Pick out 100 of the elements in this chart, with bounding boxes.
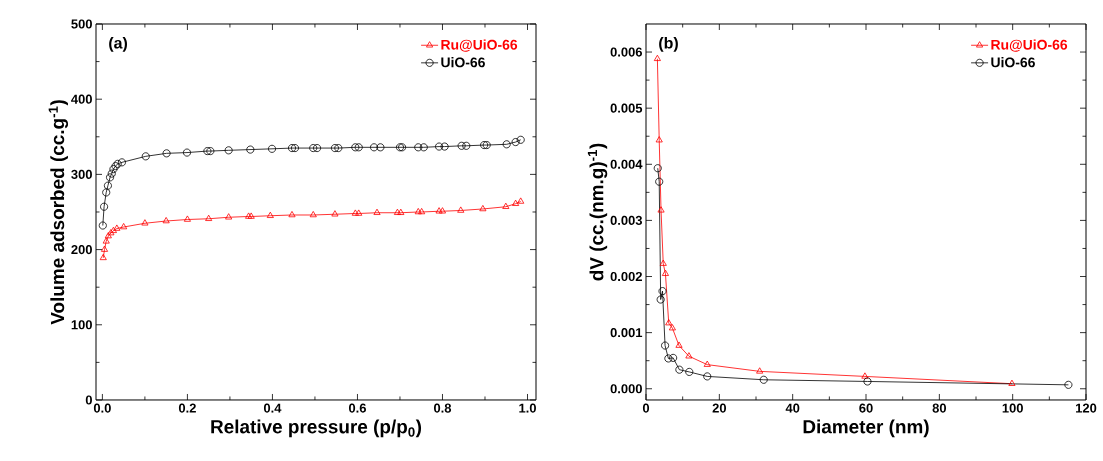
point xyxy=(653,164,662,173)
point xyxy=(334,144,343,153)
point xyxy=(419,143,428,152)
y-tick-label: 500 xyxy=(71,19,92,29)
point xyxy=(109,226,117,233)
point xyxy=(376,143,385,152)
point xyxy=(502,202,510,209)
y-axis-title: Volume adsorbed (cc.g$^{-1}$) xyxy=(48,100,69,325)
point xyxy=(100,202,109,211)
x-tick-label: 0.4 xyxy=(263,403,282,413)
y-tick-label: 0 xyxy=(85,395,92,405)
y-tick-label: 0.005 xyxy=(610,103,643,113)
point xyxy=(502,140,511,149)
point xyxy=(703,372,712,381)
point xyxy=(98,221,107,230)
point xyxy=(268,144,277,153)
point xyxy=(102,188,111,197)
y-tick-label: 0.006 xyxy=(610,47,643,57)
point xyxy=(665,319,673,326)
point xyxy=(141,152,150,161)
point xyxy=(516,135,525,144)
y-axis-title: dV (cc.(nm.g)$^{-1}$) xyxy=(587,143,608,281)
y-tick-label: 300 xyxy=(71,169,92,179)
point xyxy=(309,144,318,153)
point xyxy=(373,208,381,215)
annotation: (a) xyxy=(109,36,128,52)
point xyxy=(104,232,112,239)
point xyxy=(517,197,525,204)
point xyxy=(107,229,115,236)
point xyxy=(313,144,322,153)
x-tick-label: 80 xyxy=(932,403,947,413)
point xyxy=(414,207,422,215)
y-tick-label: 0.004 xyxy=(610,159,643,169)
point xyxy=(330,144,339,153)
x-tick-label: 0.0 xyxy=(93,403,111,413)
point xyxy=(664,354,673,363)
point xyxy=(224,146,233,155)
point xyxy=(759,375,768,384)
point xyxy=(102,237,110,244)
x-tick-label: 120 xyxy=(1076,403,1097,413)
point xyxy=(120,223,128,230)
point xyxy=(440,142,449,151)
point xyxy=(661,269,669,276)
annotation: (b) xyxy=(659,36,678,52)
point xyxy=(1008,379,1016,386)
x-tick-label: 100 xyxy=(1002,403,1023,413)
point xyxy=(103,181,112,190)
point xyxy=(266,211,274,218)
point xyxy=(290,144,299,153)
point xyxy=(1064,380,1073,389)
point xyxy=(107,169,116,178)
point xyxy=(111,162,120,171)
x-tick-label: 60 xyxy=(859,403,873,413)
point xyxy=(863,377,872,386)
y-tick-label: 100 xyxy=(71,320,92,330)
point xyxy=(675,365,684,374)
point xyxy=(99,253,107,261)
point xyxy=(668,324,676,331)
point xyxy=(397,208,405,215)
point xyxy=(435,142,444,151)
point xyxy=(657,206,665,213)
point xyxy=(370,143,379,152)
point xyxy=(205,214,213,221)
point xyxy=(656,295,665,304)
point xyxy=(675,341,683,348)
point xyxy=(162,149,171,158)
point xyxy=(109,165,118,174)
point xyxy=(182,148,191,157)
point xyxy=(457,141,466,150)
legend-label: UiO-66 xyxy=(441,57,485,68)
point xyxy=(351,143,360,152)
point xyxy=(756,367,764,374)
y-tick-label: 0.002 xyxy=(610,271,642,282)
point xyxy=(331,210,339,217)
point xyxy=(113,224,121,231)
y-tick-label: 0.000 xyxy=(610,384,642,394)
point xyxy=(395,143,404,152)
point xyxy=(861,372,869,379)
point xyxy=(414,143,423,152)
x-axis-title: Diameter (nm) xyxy=(803,419,929,438)
point xyxy=(661,341,670,350)
y-tick-label: 0.003 xyxy=(610,215,643,225)
point xyxy=(393,208,401,215)
point xyxy=(183,215,191,222)
point xyxy=(479,204,487,212)
point xyxy=(669,353,678,362)
point xyxy=(162,217,170,224)
point xyxy=(435,207,443,214)
point xyxy=(246,145,255,154)
y-tick-label: 0.001 xyxy=(610,328,643,338)
point xyxy=(355,209,363,216)
point xyxy=(309,211,317,218)
point xyxy=(141,219,149,226)
point xyxy=(106,173,115,182)
point xyxy=(101,245,109,252)
point xyxy=(225,213,233,220)
point xyxy=(287,144,296,153)
x-tick-label: 0 xyxy=(642,403,650,413)
point xyxy=(288,211,296,218)
legend-label: Ru@UiO-66 xyxy=(991,39,1068,52)
